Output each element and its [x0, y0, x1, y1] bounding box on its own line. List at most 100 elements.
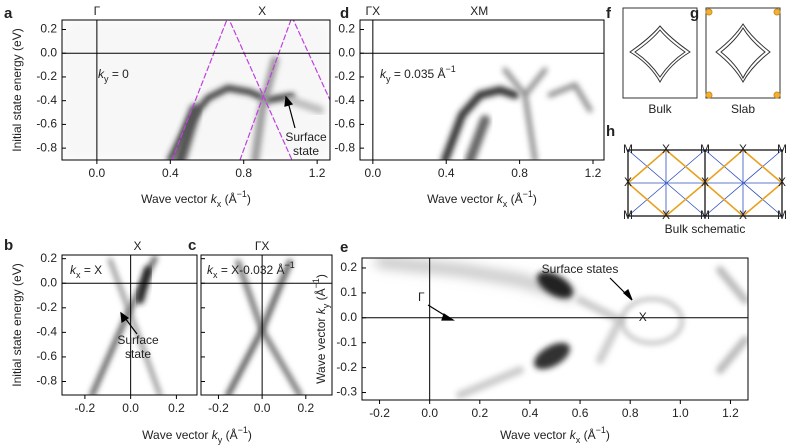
x-axis-title: Wave vector ky (Å−1) — [142, 425, 252, 445]
x-tick-label: 0.4 — [438, 166, 455, 180]
y-axis-title-part: k — [314, 307, 328, 314]
plot-frame — [359, 19, 605, 161]
y-tick-label: 0.0 — [40, 275, 57, 289]
y-tick-label: -0.2 — [36, 69, 57, 83]
y-tick-label: 0.0 — [40, 45, 57, 59]
point-label: M — [700, 142, 710, 156]
x-axis-title-part: ) — [248, 428, 252, 442]
top-label: XM — [470, 4, 488, 18]
intensity-e — [375, 258, 748, 399]
point-label: X — [739, 208, 747, 222]
schematic-h — [626, 148, 784, 218]
x-axis-title-part: k — [212, 428, 219, 442]
x-tick-label: 0.4 — [522, 406, 539, 420]
point-label: M — [623, 142, 633, 156]
y-axis-title: Initial state energy (eV) — [10, 28, 24, 151]
point-label: X — [701, 175, 709, 189]
x-tick-label: 0.8 — [235, 166, 252, 180]
x-axis-title-part: Wave vector — [141, 192, 211, 206]
x-tick-label: 0.0 — [254, 401, 271, 415]
y-axis-title-part: Wave vector — [314, 314, 328, 384]
annotation-part: k — [380, 67, 387, 81]
y-tick-label: -0.8 — [36, 374, 57, 388]
annotation-part: x — [76, 270, 81, 280]
x-axis-title-part: −1 — [523, 189, 533, 199]
x-axis-title-part: Wave vector — [500, 428, 570, 442]
top-label: X — [134, 239, 142, 253]
caption: Bulk — [648, 102, 672, 116]
top-label: ΓX — [255, 239, 270, 253]
point-label: X — [778, 175, 786, 189]
x-axis-title-part: k — [570, 428, 577, 442]
y-axis-title: Wave vector ky (Å−1) — [311, 274, 331, 384]
x-axis-title-part: (Å — [580, 427, 595, 442]
panel-label: a — [4, 5, 13, 22]
x-tick-label: 0.8 — [622, 406, 639, 420]
annotation-part: = X-0.032 Å — [218, 262, 285, 277]
x-axis-title-part: x — [503, 199, 508, 209]
y-tick-label: 0.2 — [340, 260, 357, 274]
annotation: Surface — [285, 130, 327, 144]
x-axis-title-part: k — [211, 192, 218, 206]
x-axis-title-part: k — [497, 192, 504, 206]
x-axis-title-part: ) — [533, 192, 537, 206]
annotation-part: x — [213, 270, 218, 280]
x-tick-label: 1.2 — [585, 166, 602, 180]
x-axis-title-part: Wave vector — [142, 428, 212, 442]
x-tick-label: -0.2 — [75, 401, 96, 415]
plot-frame — [61, 19, 331, 161]
x-axis-title-part: Wave vector — [427, 192, 497, 206]
x-tick-label: -0.2 — [369, 406, 390, 420]
point-label: X — [662, 142, 670, 156]
fermi-surfaces — [622, 7, 781, 99]
annotation-part: y — [104, 74, 109, 84]
y-tick-label: 0.2 — [40, 251, 57, 265]
annotation: X — [639, 310, 647, 324]
x-tick-label: 0.4 — [162, 166, 179, 180]
top-label: ΓX — [366, 4, 381, 18]
y-tick-label: 0.1 — [340, 285, 357, 299]
x-tick-label: 0.8 — [511, 166, 528, 180]
annotation-part: = 0.035 Å — [391, 66, 446, 81]
panel-label: d — [340, 5, 349, 22]
plot-frame — [361, 257, 749, 401]
plot-frame — [61, 254, 198, 396]
panel-label: h — [606, 123, 615, 140]
annotation: kx = X — [70, 263, 102, 280]
panel-label: c — [188, 237, 196, 254]
panel-label: b — [4, 237, 13, 254]
x-tick-label: 0.0 — [421, 406, 438, 420]
x-axis-title-part: −1 — [238, 425, 248, 435]
panel-label: g — [690, 5, 699, 22]
x-axis-title-part: (Å — [222, 427, 237, 442]
annotation-part: k — [70, 263, 77, 277]
intensity-c — [225, 259, 303, 395]
y-tick-label: 0.0 — [340, 310, 357, 324]
plot-frame — [200, 254, 333, 396]
y-tick-label: -0.6 — [36, 349, 57, 363]
x-axis-title-part: −1 — [596, 425, 606, 435]
x-axis-title-part: (Å — [221, 191, 236, 206]
annotation: Surface — [117, 333, 159, 347]
x-axis-title-part: y — [218, 435, 223, 445]
y-tick-label: 0.0 — [338, 45, 355, 59]
x-tick-label: 1.2 — [722, 406, 739, 420]
x-tick-label: 0.6 — [572, 406, 589, 420]
annotation-part: = X — [81, 263, 103, 277]
panel-label: f — [606, 5, 612, 22]
x-axis-title: Wave vector kx (Å−1) — [427, 189, 537, 209]
intensity-a — [62, 20, 330, 160]
annotation-part: −1 — [285, 260, 295, 270]
x-tick-label: 1.2 — [309, 166, 326, 180]
caption: Bulk schematic — [665, 222, 746, 236]
x-tick-label: 0.2 — [471, 406, 488, 420]
x-tick-label: -0.2 — [208, 401, 229, 415]
annotation-part: y — [386, 74, 391, 84]
annotation: state — [125, 347, 151, 361]
x-axis-title-part: ) — [247, 192, 251, 206]
point-label: M — [623, 208, 633, 222]
y-tick-label: -0.1 — [336, 335, 357, 349]
x-tick-label: 0.2 — [297, 401, 314, 415]
y-tick-label: -0.6 — [36, 117, 57, 131]
y-tick-label: 0.2 — [338, 22, 355, 36]
